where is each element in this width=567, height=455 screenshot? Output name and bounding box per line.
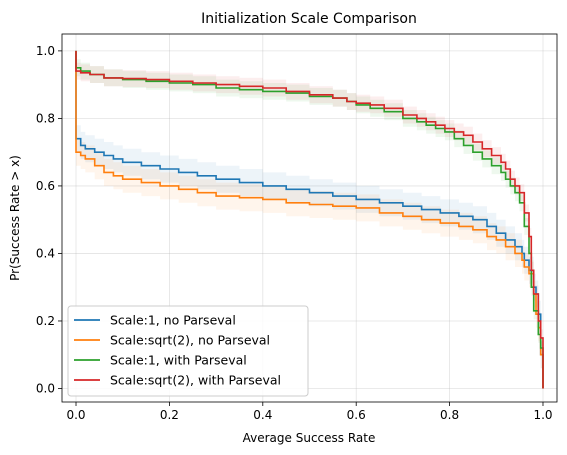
x-tick-label: 0.6: [347, 408, 366, 422]
y-tick-label: 1.0: [36, 44, 55, 58]
series-band-2: [76, 138, 543, 389]
y-tick-label: 0.0: [36, 381, 55, 395]
legend-label-3: Scale:1, with Parseval: [110, 353, 247, 368]
series-band-1: [76, 125, 543, 389]
y-tick-label: 0.4: [36, 246, 55, 260]
legend-label-2: Scale:sqrt(2), no Parseval: [110, 333, 270, 348]
legend-label-4: Scale:sqrt(2), with Parseval: [110, 373, 281, 388]
x-tick-label: 0.2: [160, 408, 179, 422]
x-tick-label: 0.4: [253, 408, 272, 422]
axes-frame: [61, 33, 558, 403]
x-tick-label: 0.8: [440, 408, 459, 422]
legend-box: [67, 305, 309, 397]
y-axis-label: Pr(Success Rate > x): [8, 155, 22, 281]
legend-label-1: Scale:1, no Parseval: [110, 313, 236, 328]
x-axis-label: Average Success Rate: [243, 431, 376, 445]
series-line-4: [75, 50, 544, 389]
y-tick-label: 0.2: [36, 314, 55, 328]
plot-area: 0.0 0.2 0.4 0.6 0.8 1.0 0.0 0.2 0.4 0.6 0.8 1.0: [36, 33, 558, 422]
chart-title: Initialization Scale Comparison: [201, 11, 417, 27]
y-tick-label: 0.6: [36, 179, 55, 193]
y-tick-label: 0.8: [36, 111, 55, 125]
legend: Scale:1, no Parseval Scale:sqrt(2), no Pa…: [67, 305, 309, 397]
series-line-2: [75, 50, 544, 389]
x-tick-label: 1.0: [533, 408, 552, 422]
x-tick-label: 0.0: [66, 408, 85, 422]
